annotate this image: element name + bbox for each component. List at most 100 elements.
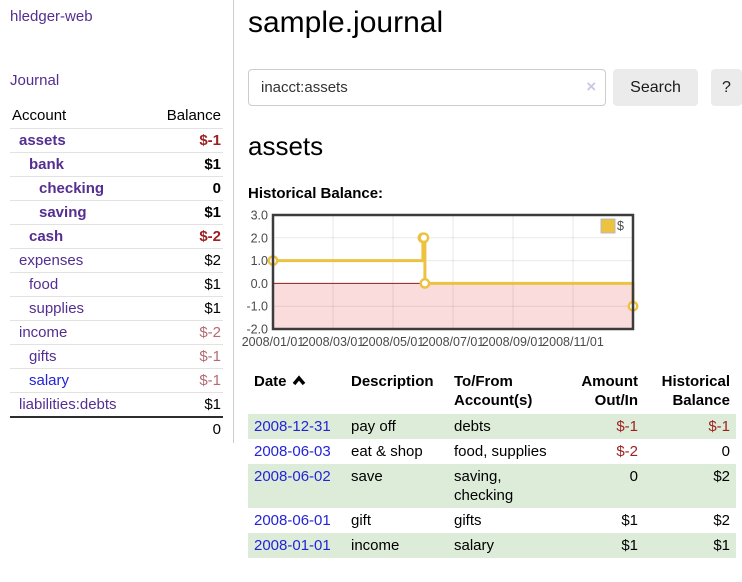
sidebar: hledger-web Journal Account Balance asse… [0,0,234,443]
accounts-header-balance: Balance [149,104,223,129]
search-input[interactable] [248,69,606,106]
account-page-title: assets [248,131,742,162]
account-balance: $2 [149,249,223,273]
sidebar-account-supplies[interactable]: supplies [12,300,84,317]
account-row: cash $-2 [10,225,223,249]
register-amount: $-2 [566,439,644,464]
register-balance: $2 [644,508,736,533]
accounts-total-row: 0 [10,417,223,441]
register-row: 2008-06-03 eat & shopfood, supplies$-20 [248,439,736,464]
register-row: 2008-06-02savesaving, checking0$2 [248,464,736,508]
svg-text:3.0: 3.0 [251,209,268,223]
svg-text:0.0: 0.0 [251,277,268,291]
account-balance: $-1 [149,369,223,393]
register-row: 2008-06-01 giftgifts$1$2 [248,508,736,533]
clear-search-icon[interactable]: × [586,77,596,97]
sidebar-account-gifts[interactable]: gifts [12,348,57,365]
account-balance: $-1 [149,129,223,153]
chart-title: Historical Balance: [248,185,742,202]
account-balance: 0 [149,177,223,201]
register-header-date[interactable]: Date [248,370,345,414]
register-header-row: Date Description To/From Account(s) Amou… [248,370,736,414]
register-table: Date Description To/From Account(s) Amou… [248,370,736,558]
register-date-link[interactable]: 2008-01-01 [254,537,331,554]
register-description: eat & shop [345,439,448,464]
account-balance: $1 [149,297,223,321]
sort-ascending-icon [292,372,306,391]
sidebar-account-cash[interactable]: cash [12,228,63,245]
account-row: supplies $1 [10,297,223,321]
nav-journal-link[interactable]: Journal [10,72,223,89]
register-accounts: debts [448,414,566,439]
register-row: 2008-01-01incomesalary$1$1 [248,533,736,558]
register-amount: 0 [566,464,644,508]
account-row: saving $1 [10,201,223,225]
sidebar-account-bank[interactable]: bank [12,156,64,173]
account-balance: $1 [149,201,223,225]
register-description: save [345,464,448,508]
svg-text:2008/07/01: 2008/07/01 [422,335,485,349]
account-row: food $1 [10,273,223,297]
account-row: assets $-1 [10,129,223,153]
account-row: checking 0 [10,177,223,201]
register-description: gift [345,508,448,533]
account-row: expenses $2 [10,249,223,273]
register-header-amount: Amount Out/In [566,370,644,414]
account-row: gifts $-1 [10,345,223,369]
accounts-header-account: Account [10,104,149,129]
register-amount: $-1 [566,414,644,439]
app-brand-link[interactable]: hledger-web [10,8,223,25]
account-row: liabilities:debts $1 [10,393,223,418]
svg-text:1.0: 1.0 [251,254,268,268]
register-balance: $1 [644,533,736,558]
search-button[interactable]: Search [613,69,698,106]
register-accounts: salary [448,533,566,558]
account-row: salary $-1 [10,369,223,393]
account-balance: $1 [149,273,223,297]
accounts-body: assets$-1bank$1checking0saving$1cash$-2e… [10,129,223,418]
accounts-table: Account Balance assets$-1bank$1checking0… [10,104,223,441]
register-date-link[interactable]: 2008-06-03 [254,443,331,460]
svg-text:2008/09/01: 2008/09/01 [482,335,545,349]
register-balance: 0 [644,439,736,464]
svg-text:2008/01/01: 2008/01/01 [242,335,305,349]
historical-balance-chart[interactable]: $3.02.01.00.0-1.0-2.02008/01/012008/03/0… [248,211,646,353]
account-balance: $-2 [149,225,223,249]
page-title: sample.journal [248,6,742,40]
svg-text:$: $ [617,219,624,233]
register-body: 2008-12-31pay offdebts$-1$-12008-06-03ea… [248,414,736,558]
svg-text:2008/05/01: 2008/05/01 [362,335,425,349]
register-amount: $1 [566,508,644,533]
svg-text:-1.0: -1.0 [246,300,268,314]
sidebar-account-salary[interactable]: salary [12,372,69,389]
sidebar-account-saving[interactable]: saving [12,204,87,221]
register-accounts: gifts [448,508,566,533]
svg-text:2008/11/01: 2008/11/01 [542,335,604,349]
sidebar-account-liabilities-debts[interactable]: liabilities:debts [12,396,117,413]
sidebar-account-food[interactable]: food [12,276,58,293]
sidebar-account-assets[interactable]: assets [12,132,66,149]
sidebar-account-income[interactable]: income [12,324,67,341]
register-header-description: Description [345,370,448,414]
register-date-link[interactable]: 2008-06-01 [254,512,331,529]
account-balance: $-2 [149,321,223,345]
accounts-total-value: 0 [149,417,223,441]
register-accounts: saving, checking [448,464,566,508]
sidebar-account-expenses[interactable]: expenses [12,252,83,269]
register-date-link[interactable]: 2008-06-02 [254,468,331,485]
svg-text:2.0: 2.0 [251,231,268,245]
register-date-link[interactable]: 2008-12-31 [254,418,331,435]
register-accounts: food, supplies [448,439,566,464]
register-header-balance: Historical Balance [644,370,736,414]
register-description: pay off [345,414,448,439]
sidebar-account-checking[interactable]: checking [12,180,104,197]
register-row: 2008-12-31pay offdebts$-1$-1 [248,414,736,439]
account-row: bank$1 [10,153,223,177]
register-header-accounts: To/From Account(s) [448,370,566,414]
help-button[interactable]: ? [711,69,742,106]
register-amount: $1 [566,533,644,558]
account-balance: $1 [149,393,223,418]
account-row: income $-2 [10,321,223,345]
register-description: income [345,533,448,558]
account-balance: $-1 [149,345,223,369]
